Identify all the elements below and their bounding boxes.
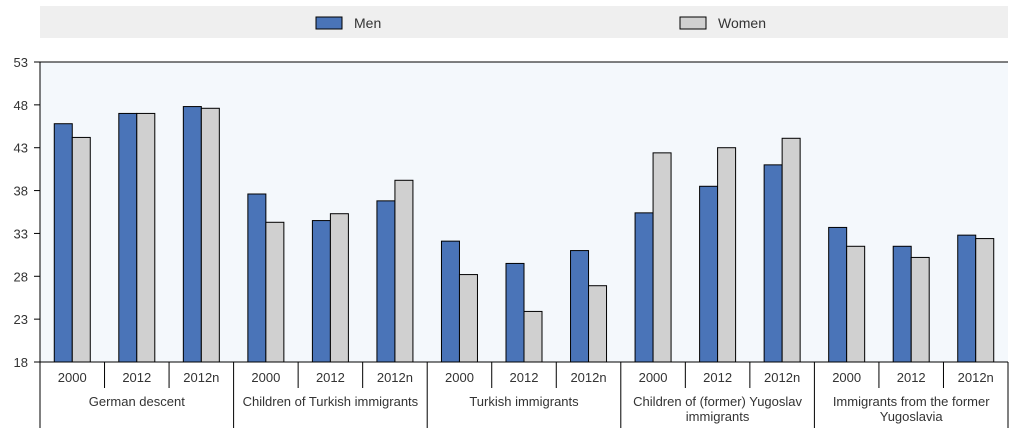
legend-swatch-women bbox=[679, 16, 707, 30]
bar-women bbox=[588, 285, 608, 363]
bar-men bbox=[634, 212, 654, 363]
x-tick-label: 2000 bbox=[639, 370, 668, 385]
bar-women bbox=[136, 112, 156, 363]
x-tick-label: 2012n bbox=[183, 370, 219, 385]
bar-women bbox=[652, 152, 672, 363]
bar-men bbox=[182, 106, 202, 363]
x-tick-label: 2000 bbox=[832, 370, 861, 385]
bar-women bbox=[71, 136, 91, 363]
bar-men bbox=[763, 164, 783, 363]
bar-men bbox=[376, 200, 396, 363]
x-tick-label: 2012n bbox=[764, 370, 800, 385]
bar-women bbox=[329, 213, 349, 363]
bar-men bbox=[118, 112, 138, 363]
bars bbox=[53, 106, 995, 363]
x-tick-label: 2012n bbox=[958, 370, 994, 385]
x-tick-label: 2000 bbox=[445, 370, 474, 385]
x-tick-label: 2012 bbox=[897, 370, 926, 385]
bar-women bbox=[781, 137, 801, 363]
y-tick-label: 48 bbox=[14, 98, 28, 113]
bar-women bbox=[975, 238, 995, 363]
x-tick-label: 2012n bbox=[377, 370, 413, 385]
x-tick-label: 2000 bbox=[251, 370, 280, 385]
bar-men bbox=[247, 193, 267, 363]
bar-men bbox=[892, 245, 912, 363]
bar-women bbox=[394, 179, 414, 363]
group-label: Turkish immigrants bbox=[469, 394, 579, 409]
bar-women bbox=[458, 274, 478, 363]
bar-women bbox=[523, 310, 543, 363]
bar-women bbox=[910, 256, 930, 363]
bar-men bbox=[699, 185, 719, 363]
y-tick-label: 28 bbox=[14, 269, 28, 284]
bar-men bbox=[440, 240, 460, 363]
x-tick-label: 2012 bbox=[510, 370, 539, 385]
y-axis: 18 23 28 33 38 43 48 53 bbox=[14, 55, 1008, 370]
y-tick-label: 38 bbox=[14, 184, 28, 199]
bar-men bbox=[311, 220, 331, 363]
legend-box bbox=[40, 6, 1008, 38]
x-tick-label: 2012 bbox=[122, 370, 151, 385]
group-label: German descent bbox=[89, 394, 185, 409]
bar-women bbox=[265, 221, 285, 363]
x-tick-label: 2000 bbox=[58, 370, 87, 385]
legend: Men Women bbox=[315, 15, 766, 31]
bar-men bbox=[957, 234, 977, 363]
x-tick-label: 2012n bbox=[570, 370, 606, 385]
x-tick-label: 2012 bbox=[703, 370, 732, 385]
group-label: Children of (former) Yugoslav immigrants bbox=[633, 394, 802, 424]
bar-men bbox=[53, 123, 73, 363]
bar-men bbox=[828, 226, 848, 363]
y-tick-label: 53 bbox=[14, 55, 28, 70]
legend-label-men: Men bbox=[354, 15, 381, 31]
y-tick-label: 33 bbox=[14, 226, 28, 241]
bar-women bbox=[200, 107, 220, 363]
y-tick-label: 43 bbox=[14, 141, 28, 156]
legend-label-women: Women bbox=[718, 15, 766, 31]
group-label: Immigrants from the former Yugoslavia bbox=[833, 394, 990, 424]
bar-men bbox=[570, 250, 590, 363]
legend-swatch-men bbox=[315, 16, 343, 30]
group-label: Children of Turkish immigrants bbox=[243, 394, 419, 409]
y-tick-label: 23 bbox=[14, 312, 28, 327]
x-tick-label: 2012 bbox=[316, 370, 345, 385]
y-tick-label: 18 bbox=[14, 355, 28, 370]
bar-women bbox=[717, 147, 737, 363]
bar-women bbox=[846, 245, 866, 363]
bar-men bbox=[505, 262, 525, 363]
